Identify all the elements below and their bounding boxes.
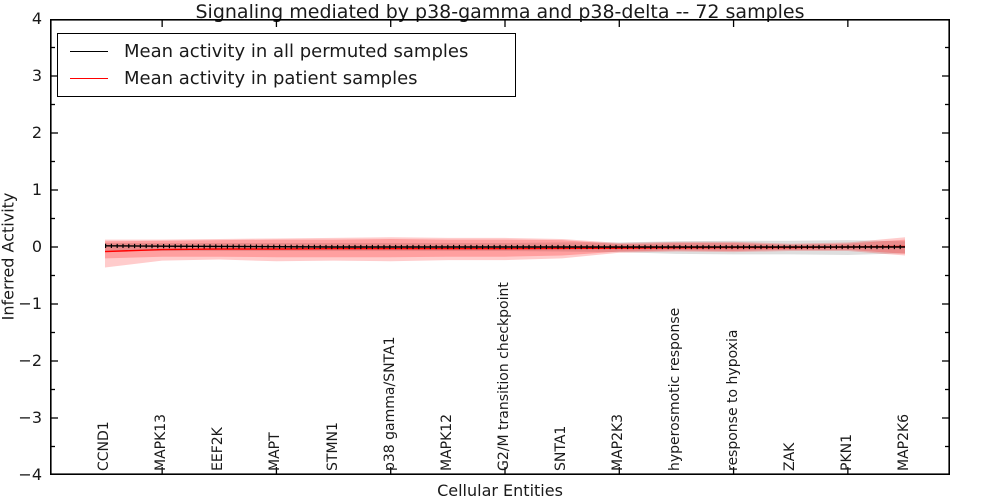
legend-item: Mean activity in patient samples — [70, 66, 503, 92]
y-tick-label: 3 — [31, 66, 42, 85]
x-category-label: STMN1 — [324, 422, 341, 471]
x-category-label: MAPK12 — [438, 413, 455, 471]
x-category-label: p38 gamma/SNTA1 — [381, 336, 398, 472]
x-category-label: MAPT — [267, 432, 284, 471]
plot-border — [50, 19, 950, 475]
x-category-label: SNTA1 — [553, 425, 570, 471]
y-tick-label: 1 — [31, 180, 42, 199]
y-tick-label: −1 — [18, 294, 42, 313]
page-title: Signaling mediated by p38-gamma and p38-… — [195, 1, 805, 23]
x-category-label: hyperosmotic response — [667, 307, 684, 471]
y-tick-label: 2 — [31, 123, 42, 142]
series-line — [104, 245, 905, 248]
plot-area: CCND1 MAPK13 EEF2K MAPT STMN1 p38 gamma/SNTA1… — [50, 19, 950, 475]
legend-item-label: Mean activity in patient samples — [124, 68, 418, 89]
x-category-label: G2/M transition checkpoint — [496, 282, 512, 471]
legend-line-patient — [70, 78, 108, 79]
x-category-label: MAP2K6 — [896, 413, 912, 471]
x-category-label: MAPK13 — [153, 413, 170, 471]
y-tick-label: 0 — [31, 237, 42, 256]
legend-item: Mean activity in all permuted samples — [70, 39, 503, 65]
x-category-label: MAP2K3 — [610, 413, 627, 471]
x-category-label: ZAK — [781, 442, 798, 471]
x-category-label: response to hypoxia — [724, 329, 741, 471]
y-tick-label: −2 — [18, 351, 42, 370]
y-tick-label: −3 — [18, 408, 42, 427]
legend-item-label: Mean activity in all permuted samples — [124, 41, 469, 62]
x-category-label: PKN1 — [838, 433, 855, 471]
patient-samples-band-outer — [105, 237, 905, 268]
x-axis-label: Cellular Entities — [437, 481, 563, 500]
x-category-label: CCND1 — [96, 421, 112, 471]
y-tick-label: −4 — [18, 465, 42, 484]
legend-line-permuted — [70, 51, 108, 52]
legend: Mean activity in all permuted samples Me… — [57, 33, 516, 97]
plot-canvas — [50, 19, 950, 475]
x-category-label: EEF2K — [210, 427, 227, 471]
y-tick-label: 4 — [31, 9, 42, 28]
